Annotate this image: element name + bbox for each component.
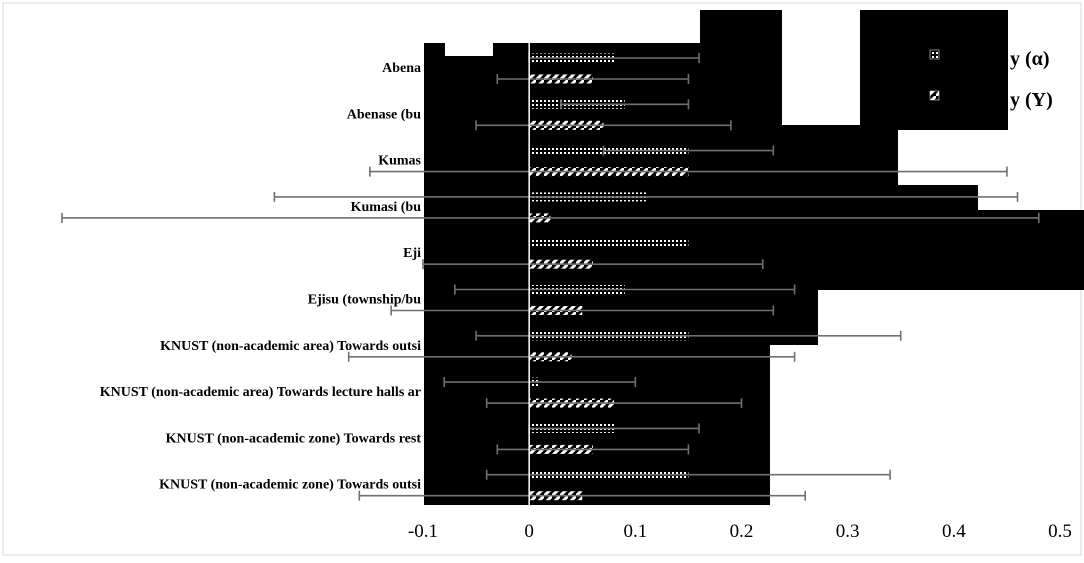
- legend-label-upsilon: y (Υ): [1010, 89, 1053, 111]
- error-bar-alpha-1: [560, 99, 690, 110]
- error-bar-alpha-2: [602, 145, 775, 156]
- x-tick-label: 0.5: [1048, 521, 1072, 542]
- category-label-3: Kumasi (bu: [351, 200, 422, 215]
- error-bar-alpha-9: [485, 469, 891, 480]
- category-labels: Abena Abenase (bu Kumas Kumasi (bu Eji Ejisu …: [100, 61, 422, 493]
- error-bar-upsilon-6: [347, 351, 796, 362]
- category-label-2: Kumas: [378, 154, 421, 169]
- legend-label-alpha: y (α): [1010, 48, 1049, 70]
- error-bar-upsilon-4: [422, 259, 764, 270]
- occlusion-block: [770, 210, 1084, 290]
- category-label-7: KNUST (non-academic area) Towards lectur…: [100, 385, 421, 400]
- white-notch: [445, 43, 493, 56]
- error-bar-alpha-5: [454, 284, 796, 295]
- x-tick-label: 0.1: [623, 521, 647, 542]
- x-tick-label: 0.3: [836, 521, 860, 542]
- category-label-0: Abena: [382, 61, 421, 76]
- x-tick-labels: -0.1 0 0.1 0.2 0.3 0.4 0.5: [408, 521, 1072, 542]
- category-label-6: KNUST (non-academic area) Towards outsi: [160, 339, 421, 354]
- error-bar-alpha-3: [273, 191, 1019, 202]
- error-bar-upsilon-2: [369, 166, 1008, 177]
- error-bar-upsilon-5: [390, 305, 775, 316]
- occlusion-block: [493, 43, 523, 56]
- category-label-8: KNUST (non-academic zone) Towards rest: [166, 431, 422, 446]
- error-bar-alpha-6: [475, 330, 902, 341]
- legend-swatch-dots: [929, 49, 940, 60]
- legend-swatch-diagonal: [929, 90, 940, 101]
- error-bar-upsilon-3: [61, 212, 1040, 223]
- category-label-5: Ejisu (township/bu: [308, 293, 421, 308]
- error-bar-alpha-7: [443, 377, 637, 388]
- legend: y (α) y (Υ): [929, 48, 1053, 111]
- x-tick-label: -0.1: [408, 521, 438, 542]
- category-label-9: KNUST (non-academic zone) Towards outsi: [159, 478, 421, 493]
- bar-alpha-4: [529, 238, 689, 248]
- error-bar-upsilon-1: [475, 120, 732, 131]
- error-bar-upsilon-9: [358, 490, 807, 501]
- x-tick-label: 0.4: [942, 521, 966, 542]
- category-label-1: Abenase (bu: [347, 107, 422, 122]
- category-label-4: Eji: [403, 246, 421, 261]
- x-tick-label: 0.2: [730, 521, 754, 542]
- occlusion-block: [424, 43, 444, 56]
- occlusion-block: [860, 10, 1008, 130]
- x-tick-label: 0: [524, 521, 534, 542]
- occlusion-block: [700, 10, 782, 130]
